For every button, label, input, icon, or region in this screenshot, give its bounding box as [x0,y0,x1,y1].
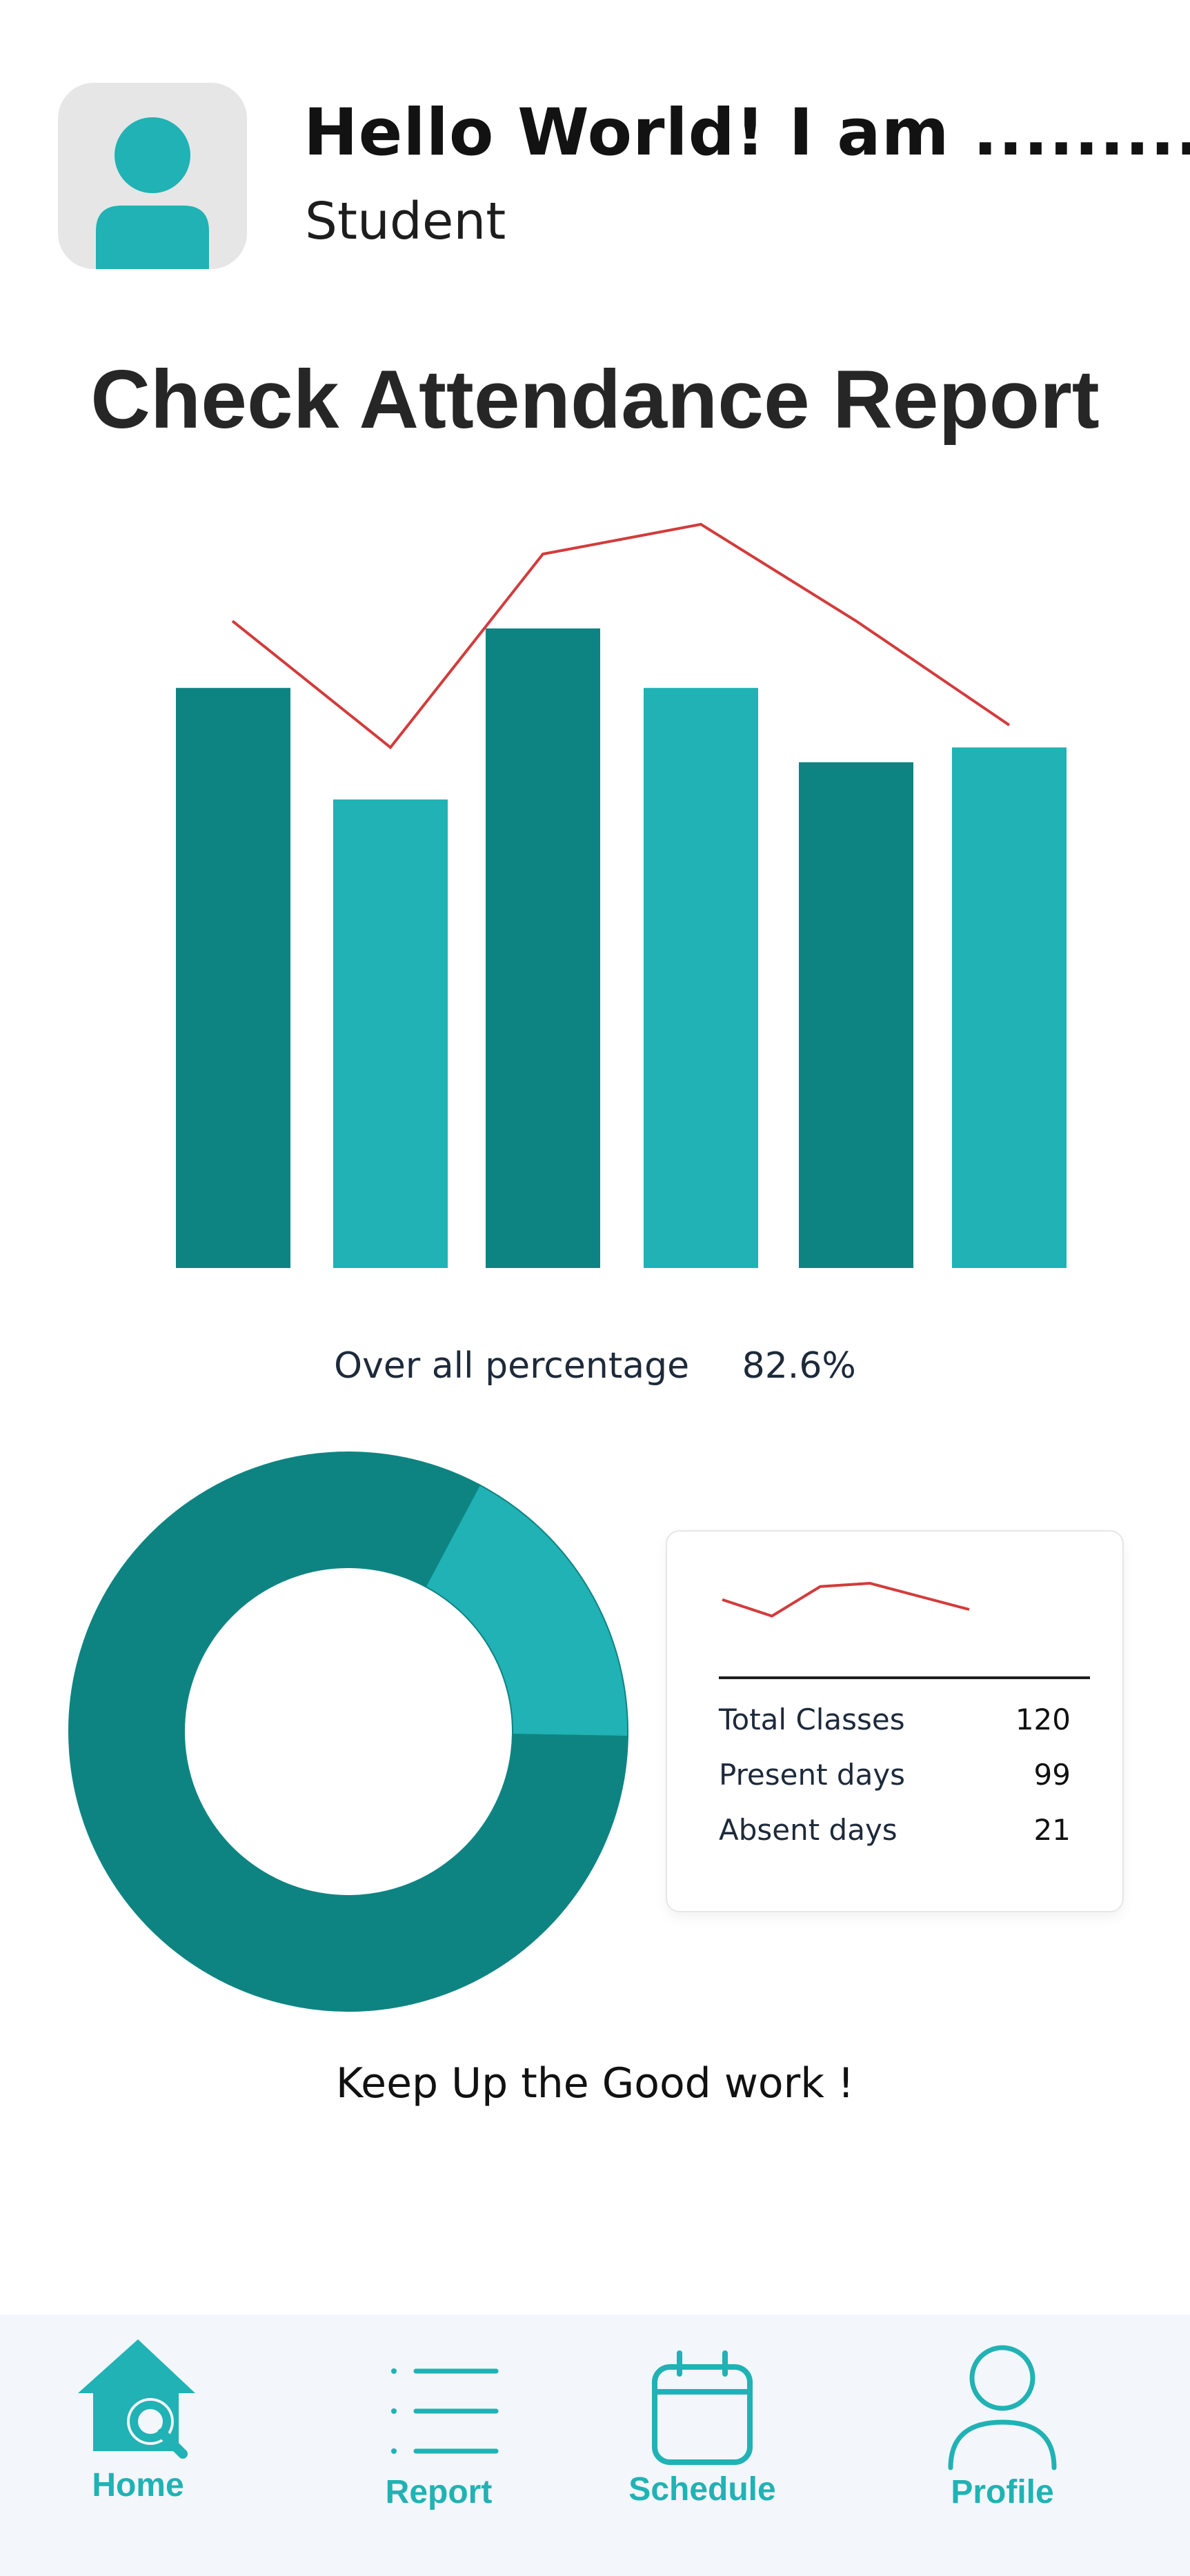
calendar-icon [652,2350,753,2465]
bottom-nav: Home Report Schedule Profile [0,2315,1190,2576]
attendance-bar-chart [176,522,1067,1268]
sparkline-line [722,1581,970,1618]
bar [176,688,290,1268]
stats-card: Total Classes 120 Present days 99 Absent… [666,1530,1124,1912]
nav-item-schedule[interactable]: Schedule [599,2349,806,2508]
donut-slice [68,1452,628,2012]
avatar[interactable] [58,83,247,269]
nav-item-profile[interactable]: Profile [899,2342,1106,2511]
stat-label: Absent days [719,1813,898,1847]
greeting-title: Hello World! I am ......... [304,95,1190,170]
stat-value: 99 [1033,1758,1071,1792]
bar [799,762,913,1268]
stat-value: 120 [1015,1703,1071,1736]
stat-value: 21 [1033,1813,1071,1847]
bar [333,799,448,1268]
bar [952,747,1067,1268]
stats-sparkline [722,1581,970,1618]
user-avatar-icon [96,117,209,269]
nav-label-report: Report [385,2474,493,2510]
trend-line [231,522,1011,750]
nav-item-report[interactable]: Report [335,2356,542,2511]
stat-label: Total Classes [719,1703,905,1736]
motivation-message: Keep Up the Good work ! [335,2059,855,2108]
overall-percentage: Over all percentage 82.6% [0,1345,1190,1387]
overall-percentage-value: 82.6% [742,1345,856,1387]
donut-slice [424,1484,628,1738]
attendance-donut-chart [68,1452,628,2012]
stats-divider [719,1676,1090,1679]
nav-label-schedule: Schedule [628,2471,776,2508]
page-title: Check Attendance Report [90,353,1100,446]
nav-label-profile: Profile [951,2474,1054,2510]
stat-row-present-days: Present days 99 [719,1758,1071,1799]
nav-item-home[interactable]: Home [34,2335,241,2504]
nav-label-home: Home [92,2467,184,2504]
bar [486,628,600,1268]
user-role: Student [305,192,506,251]
stat-row-total-classes: Total Classes 120 [719,1703,1071,1744]
user-icon [948,2345,1057,2470]
home-search-icon [78,2339,195,2459]
bar [644,688,758,1268]
overall-percentage-label: Over all percentage [334,1345,690,1387]
stat-row-absent-days: Absent days 21 [719,1813,1071,1854]
list-icon [391,2368,499,2454]
stat-label: Present days [719,1758,906,1792]
